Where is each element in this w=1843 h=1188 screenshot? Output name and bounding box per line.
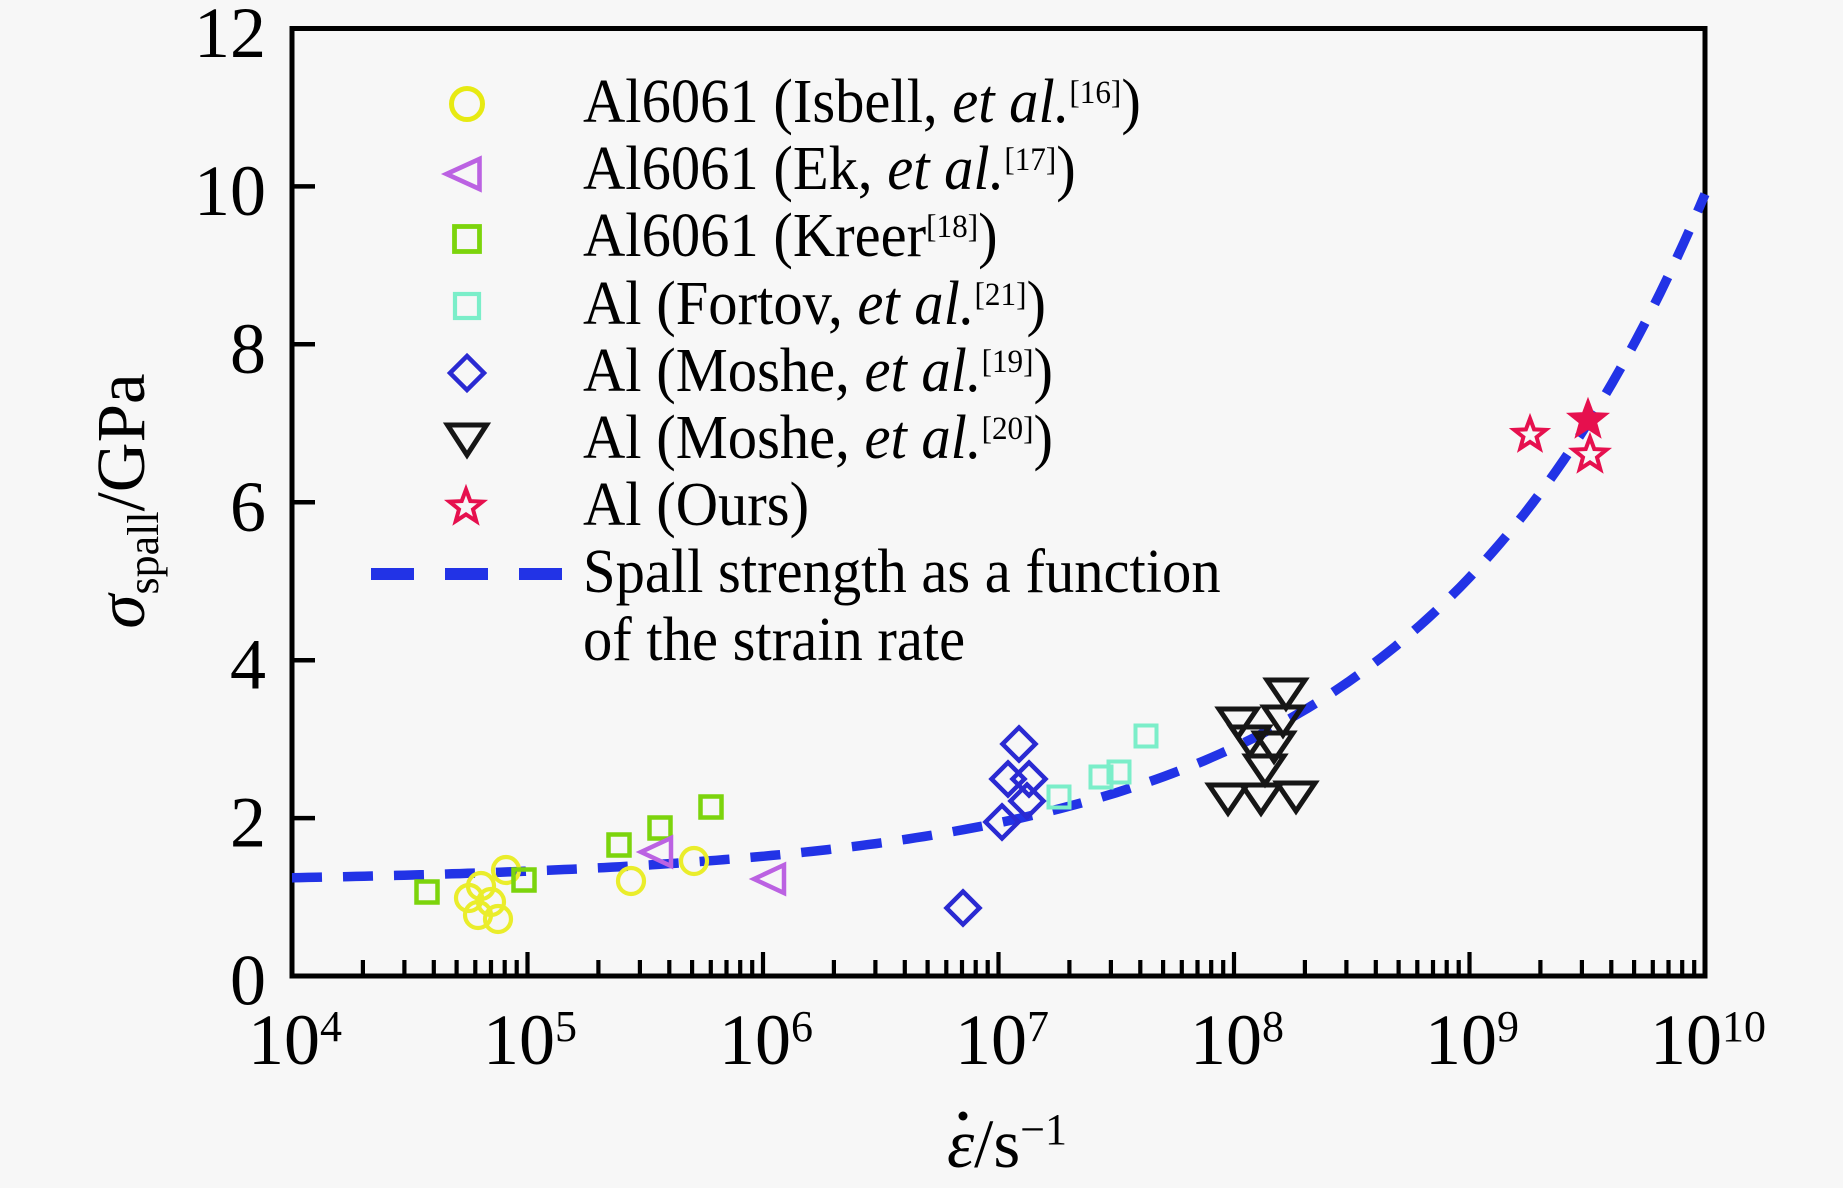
svg-text:6: 6: [230, 467, 266, 547]
svg-text:Al (Fortov, et al.[21]): Al (Fortov, et al.[21]): [583, 270, 1046, 339]
svg-text:2: 2: [230, 783, 266, 863]
svg-text:Al (Ours): Al (Ours): [583, 471, 809, 540]
svg-text:Al (Moshe, et al.[19]): Al (Moshe, et al.[19]): [583, 337, 1053, 406]
svg-text:Al6061 (Ek, et al.[17]): Al6061 (Ek, et al.[17]): [583, 135, 1076, 204]
svg-text:Al6061 (Isbell, et al.[16]): Al6061 (Isbell, et al.[16]): [583, 68, 1141, 137]
svg-text:of the strain rate: of the strain rate: [583, 606, 965, 675]
svg-text:Spall strength as a function: Spall strength as a function: [583, 538, 1221, 607]
svg-text:10: 10: [194, 151, 266, 231]
svg-text:1010: 1010: [1650, 1000, 1766, 1080]
svg-text:Al (Moshe, et al.[20]): Al (Moshe, et al.[20]): [583, 404, 1053, 473]
svg-text:8: 8: [230, 309, 266, 389]
svg-text:4: 4: [230, 625, 266, 705]
svg-text:0: 0: [230, 941, 266, 1021]
svg-text:σspall/GPa: σspall/GPa: [83, 373, 168, 628]
svg-text:12: 12: [194, 0, 266, 73]
